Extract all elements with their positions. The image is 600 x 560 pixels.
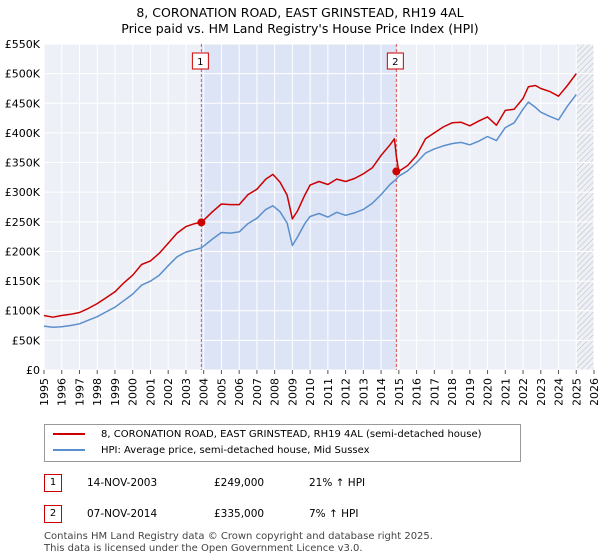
x-tick-label: 2022 [517, 378, 530, 405]
x-tick-label: 2025 [570, 378, 583, 405]
chart-title-line2: Price paid vs. HM Land Registry's House … [121, 21, 479, 36]
legend-swatch-hpi [53, 449, 85, 451]
y-tick-label: £550K [5, 38, 41, 51]
price-chart: £0 £50K £100K £150K £200K £250K £300K £350K £400… [5, 38, 600, 405]
footer-license: This data is licensed under the Open Gov… [44, 543, 363, 554]
y-tick-label: £50K [12, 334, 41, 347]
x-tick-label: 2003 [180, 378, 193, 405]
x-tick-label: 2021 [499, 378, 512, 405]
y-tick-label: £100K [5, 305, 41, 318]
projection-region [576, 44, 594, 370]
legend-swatch-property [53, 433, 85, 435]
y-tick-label: £350K [5, 157, 41, 170]
x-tick-label: 2024 [553, 378, 566, 405]
sale-point-2 [392, 167, 401, 176]
x-tick-label: 2026 [588, 378, 600, 405]
transaction-hpi-change: 21% ↑ HPI [309, 477, 366, 489]
x-tick-label: 2001 [144, 378, 157, 405]
x-tick-label: 1999 [109, 378, 122, 405]
transaction-date: 14-NOV-2003 [87, 477, 158, 489]
x-tick-label: 1997 [73, 378, 86, 405]
x-tick-label: 2013 [357, 378, 370, 405]
y-tick-label: £0 [26, 364, 40, 377]
legend-label-hpi: HPI: Average price, semi-detached house,… [101, 445, 370, 456]
sale-point-1 [197, 218, 206, 227]
y-tick-label: £500K [5, 68, 41, 81]
x-tick-label: 2009 [286, 378, 299, 405]
footer-copyright: Contains HM Land Registry data © Crown c… [44, 531, 433, 542]
transaction-date: 07-NOV-2014 [87, 508, 158, 520]
x-tick-label: 2008 [269, 378, 282, 405]
series-line-property [43, 73, 577, 318]
legend-item-hpi: HPI: Average price, semi-detached house,… [53, 443, 370, 459]
x-tick-label: 2016 [411, 378, 424, 405]
x-tick-label: 2012 [340, 378, 353, 405]
legend-item-property: 8, CORONATION ROAD, EAST GRINSTEAD, RH19… [53, 427, 482, 443]
x-tick-label: 2018 [446, 378, 459, 405]
x-tick-label: 1998 [91, 378, 104, 405]
x-tick-label: 2006 [233, 378, 246, 405]
sale-marker-box-1 [191, 52, 209, 70]
x-tick-label: 2010 [304, 378, 317, 405]
chart-legend: 8, CORONATION ROAD, EAST GRINSTEAD, RH19… [44, 424, 521, 462]
sale-marker-box-2 [386, 52, 404, 70]
x-tick-label: 2020 [482, 378, 495, 405]
sale-marker-label-1: 1 [197, 57, 203, 68]
chart-title-line1: 8, CORONATION ROAD, EAST GRINSTEAD, RH19… [136, 5, 464, 20]
y-tick-label: £400K [5, 127, 41, 140]
x-tick-label: 2004 [198, 378, 211, 405]
x-tick-label: 2007 [251, 378, 264, 405]
x-tick-label: 2011 [322, 378, 335, 405]
legend-label-property: 8, CORONATION ROAD, EAST GRINSTEAD, RH19… [101, 429, 482, 440]
y-tick-label: £200K [5, 245, 41, 258]
y-tick-label: £300K [5, 186, 41, 199]
x-tick-label: 2014 [375, 378, 388, 405]
x-tick-label: 2015 [393, 378, 406, 405]
x-tick-label: 2023 [535, 378, 548, 405]
transaction-hpi-change: 7% ↑ HPI [309, 508, 359, 520]
x-tick-label: 2005 [215, 378, 228, 405]
y-tick-label: £450K [5, 97, 41, 110]
sale-marker-label-2: 2 [392, 57, 398, 68]
x-tick-label: 2002 [162, 378, 175, 405]
x-tick-label: 1996 [56, 378, 69, 405]
x-tick-label: 1995 [38, 378, 51, 405]
y-tick-label: £250K [5, 216, 41, 229]
x-tick-label: 2019 [464, 378, 477, 405]
transaction-marker-2: 2 [44, 505, 62, 523]
x-tick-label: 2000 [127, 378, 140, 405]
transaction-price: £249,000 [214, 477, 265, 489]
transaction-marker-1: 1 [44, 474, 62, 492]
y-tick-label: £150K [5, 275, 41, 288]
x-tick-label: 2017 [428, 378, 441, 405]
transaction-price: £335,000 [214, 508, 265, 520]
series-line-hpi [43, 93, 577, 329]
